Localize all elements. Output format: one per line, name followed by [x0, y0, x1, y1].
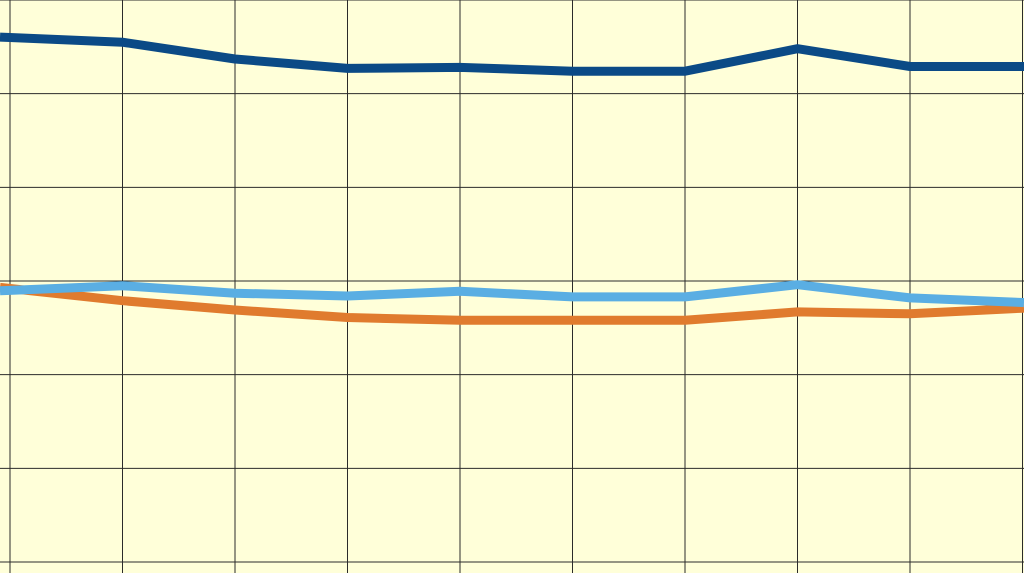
- series-lines: [0, 32, 1024, 325]
- series-line-2: [0, 282, 1024, 325]
- series-line-3: [0, 280, 1024, 308]
- series-line-1: [0, 32, 1024, 76]
